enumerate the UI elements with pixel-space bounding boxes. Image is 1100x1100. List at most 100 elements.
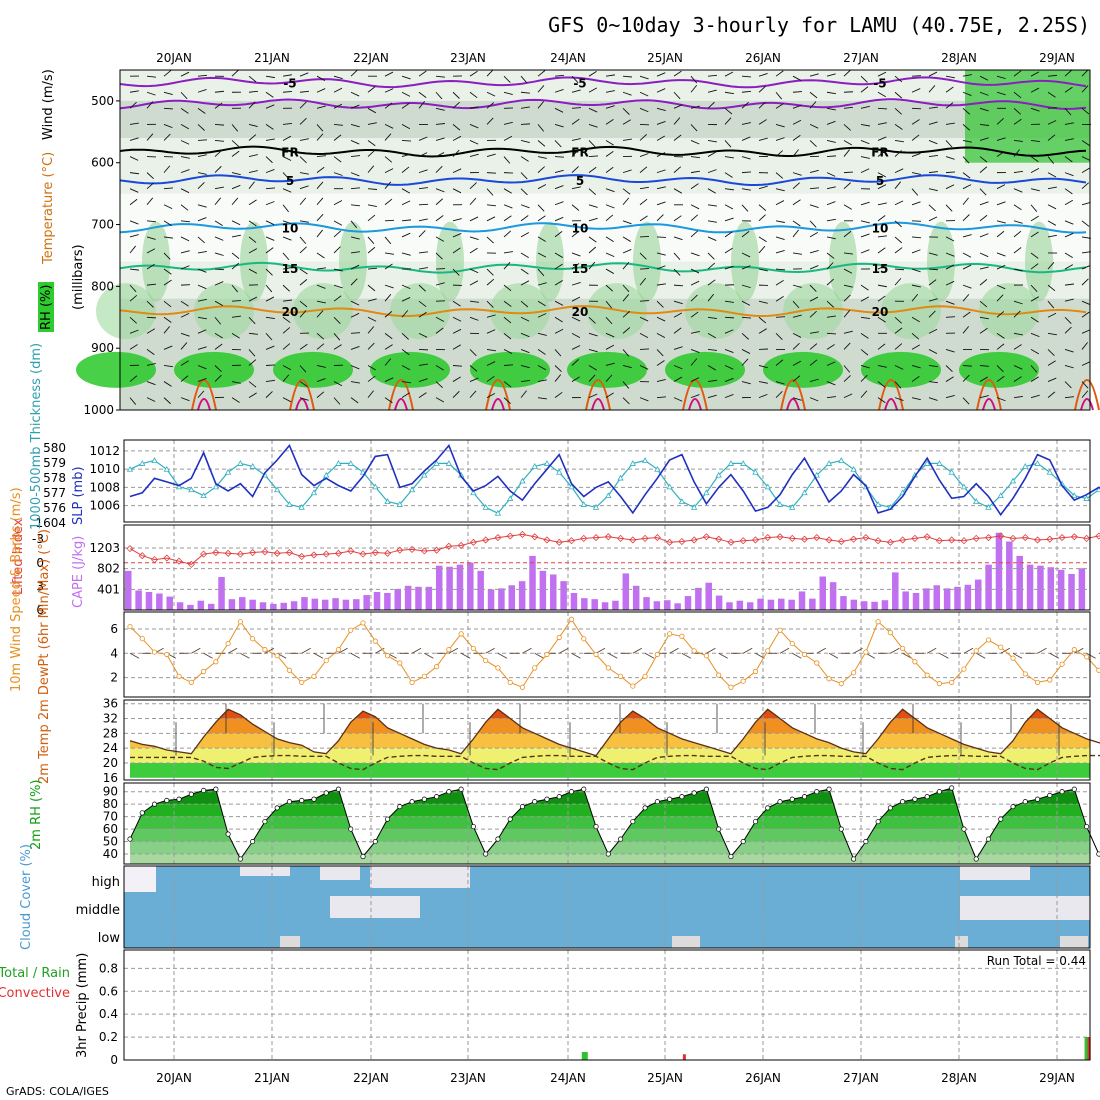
wind-barb	[588, 188, 597, 196]
wind-barb	[1013, 230, 1022, 238]
wind-barb	[1030, 365, 1038, 373]
wind-barb	[316, 75, 326, 81]
precip-panel-frame	[123, 949, 1091, 1061]
wind-barb	[707, 316, 717, 320]
rh-point	[1071, 786, 1077, 792]
wind-barb	[197, 74, 207, 77]
wind10m-point	[581, 636, 587, 642]
wind-barb	[758, 245, 766, 254]
wind-barb	[469, 349, 477, 357]
wind-barb	[877, 381, 886, 388]
wind-barb	[622, 108, 630, 115]
thickness-axis-label: 1000-500mb Thickness (dm)	[29, 343, 44, 530]
thickness-point	[936, 460, 943, 466]
wind-barb	[690, 394, 700, 399]
lifted-index-point	[138, 552, 146, 560]
rh-moist-patch	[240, 221, 268, 302]
wind-barb	[792, 252, 802, 255]
wind-barb	[503, 135, 513, 141]
contour-label: 20	[872, 305, 889, 319]
lifted-index-point	[175, 557, 183, 565]
cape-bar	[570, 593, 578, 610]
wind-barb	[843, 330, 853, 334]
wind10m-point	[1034, 679, 1041, 686]
rh-point	[1047, 792, 1053, 799]
wind-barb	[163, 381, 172, 387]
lifted-index-point	[518, 530, 527, 539]
wind-barb	[911, 188, 919, 196]
wind-barb	[1047, 391, 1056, 398]
thickness-point	[372, 483, 379, 490]
cape-bar	[674, 603, 681, 610]
wind10m-point	[617, 673, 624, 679]
wind-barb	[486, 102, 495, 109]
wind-barb	[469, 268, 479, 274]
wind-barb	[758, 300, 768, 304]
wind10m-point	[654, 651, 660, 658]
wind-barb	[503, 397, 511, 405]
wind-barb	[1013, 118, 1022, 125]
wind-barb	[554, 216, 564, 222]
cloud-block	[320, 866, 360, 880]
wind-barb	[928, 171, 938, 174]
wind-barb	[282, 172, 290, 180]
wind-barb	[656, 152, 666, 157]
wind10m-barb	[411, 647, 422, 654]
wind10m-barb	[890, 647, 900, 654]
wind-barb	[877, 215, 886, 222]
wind-barb	[979, 233, 989, 238]
wind-barb	[435, 198, 443, 206]
rh-point	[274, 805, 280, 811]
wind-barb	[826, 120, 836, 125]
wind-barb	[588, 246, 597, 254]
lifted-index-point	[739, 537, 747, 545]
precip-axis-label: 3hr Precip (mm)	[75, 953, 90, 1058]
wind-barb	[163, 91, 173, 96]
wind-barb	[877, 264, 887, 270]
wind-barb	[775, 172, 784, 179]
temperature-contour	[197, 398, 211, 411]
wind10m-barb	[485, 647, 495, 654]
wind-barb	[605, 252, 615, 258]
wind10m-point	[237, 619, 243, 625]
wind-barb	[1047, 74, 1058, 77]
wind-barb	[860, 156, 870, 159]
thickness-point	[519, 477, 526, 484]
lifted-index-line	[129, 533, 1100, 565]
thickness-point	[874, 501, 882, 507]
wind-barb	[503, 91, 513, 95]
cape-bar	[125, 570, 132, 610]
rh-point	[912, 796, 918, 802]
wind10m-point	[507, 679, 513, 686]
wind-barb	[299, 365, 307, 373]
wind-barb	[452, 390, 460, 398]
wind-barb	[911, 172, 921, 175]
wind10m-point	[250, 636, 256, 642]
wind-barb	[1081, 236, 1091, 239]
wind-barb	[384, 123, 394, 129]
wind-barb	[469, 197, 477, 206]
rh-point	[1010, 804, 1016, 810]
cape-bar	[871, 601, 878, 610]
cape-bar	[746, 602, 754, 610]
wind-barb	[282, 156, 292, 161]
wind-barb	[401, 140, 412, 142]
wind-barb	[707, 204, 717, 207]
wind-barb	[843, 69, 851, 77]
wind-barb	[503, 75, 511, 83]
cape-bar	[612, 600, 619, 610]
wind-barb	[979, 279, 988, 286]
rh-point	[458, 786, 464, 792]
wind-barb	[962, 140, 972, 143]
wind-barb	[656, 201, 666, 206]
wind-barb	[282, 91, 293, 93]
thickness-tick: 1604	[35, 516, 66, 530]
wind-barb	[418, 230, 426, 238]
wind-barb	[1030, 215, 1039, 222]
wind-barb	[503, 284, 512, 292]
wind10m-barb	[644, 652, 655, 659]
temperature-contour	[295, 398, 309, 411]
wind-barb	[1064, 396, 1074, 399]
rh-moist-patch	[273, 351, 353, 388]
thickness-point	[126, 465, 134, 472]
